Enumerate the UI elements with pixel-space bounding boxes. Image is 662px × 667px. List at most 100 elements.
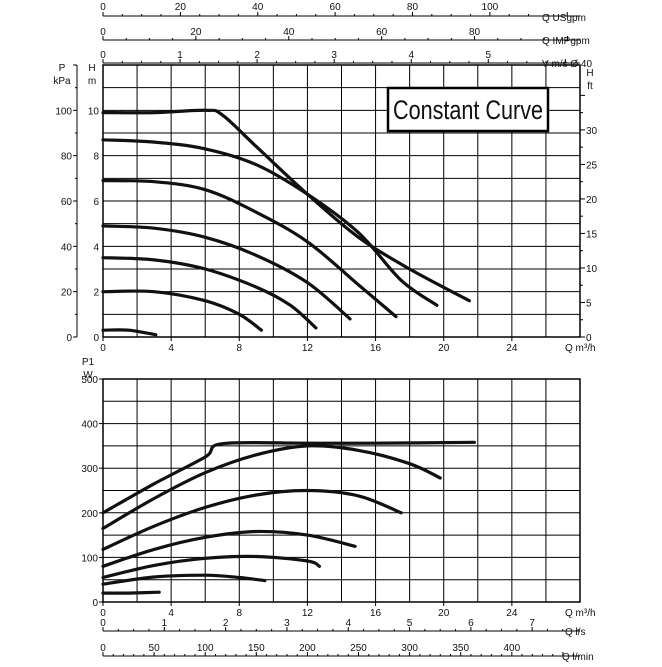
bottom-x-tick-label: 24 [506, 608, 518, 619]
power-axis-unit: W [83, 370, 93, 381]
top-x-tick-label: 12 [302, 343, 314, 354]
head-ft-tick-label: 5 [586, 298, 592, 309]
head-m-tick-label: 6 [93, 197, 99, 208]
bottom-aux-tick-label: 4 [345, 618, 351, 629]
power-tick-label: 200 [81, 509, 98, 520]
top-aux-tick-label: 20 [190, 27, 202, 38]
head-ft-tick-label: 20 [586, 195, 598, 206]
bottom-x-tick-label: 8 [237, 608, 243, 619]
pressure-tick-label: 80 [61, 152, 73, 163]
top-aux-tick-label: 3 [331, 50, 337, 61]
top-aux-tick-label: 80 [407, 2, 419, 13]
bottom-aux-tick-label: 150 [248, 643, 265, 654]
bottom-aux-tick-label: 0 [100, 643, 106, 654]
head-ft-tick-label: 0 [586, 333, 592, 344]
head-m-tick-label: 0 [93, 333, 99, 344]
head-ft-tick-label: 10 [586, 264, 598, 275]
top-x-tick-label: 8 [237, 343, 243, 354]
top-x-tick-label: 16 [370, 343, 382, 354]
bottom-aux-tick-label: 250 [350, 643, 367, 654]
head-ft-tick-label: 30 [586, 126, 598, 137]
top-aux-tick-label: 0 [100, 50, 106, 61]
bottom-aux-axis-label: Q l/s [565, 627, 586, 638]
top-x-tick-label: 4 [168, 343, 174, 354]
head-curves-plot: 0 4 8 12 16 20 24 Q m³/h0246810Hm020406080100Pk… [53, 2, 597, 354]
top-aux-tick-label: 2 [254, 50, 260, 61]
chart-title-box [386, 86, 550, 133]
head-curve-7 [101, 108, 471, 303]
head-m-tick-label: 8 [93, 152, 99, 163]
top-aux-tick-label: 0 [100, 27, 106, 38]
head-curve-2 [101, 289, 263, 332]
top-plot-frame [102, 64, 581, 338]
power-curve-6 [101, 444, 442, 530]
head-ft-axis-label: H [586, 68, 593, 79]
head-m-axis-label: H [88, 63, 95, 74]
top-aux-tick-label: 40 [283, 27, 295, 38]
power-curve-2 [101, 573, 267, 586]
top-aux-tick-label: 20 [175, 2, 187, 13]
power-curve-5 [101, 488, 403, 551]
head-curve-3 [101, 256, 318, 330]
top-aux-axis-label: Q USgpm [542, 13, 586, 24]
power-curve-4 [101, 529, 357, 568]
power-curve-3 [101, 554, 321, 580]
head-curve-5 [101, 179, 398, 319]
power-curve-1 [101, 590, 161, 595]
head-curve-4 [101, 224, 352, 321]
head-ft-tick-label: 25 [586, 160, 598, 171]
top-aux-tick-label: 60 [330, 2, 342, 13]
bottom-aux-tick-label: 200 [299, 643, 316, 654]
bottom-aux-tick-label: 7 [529, 618, 535, 629]
power-tick-label: 100 [81, 553, 98, 564]
bottom-x-axis-label: Q m³/h [565, 608, 596, 619]
top-aux-tick-label: 4 [408, 50, 414, 61]
pressure-tick-label: 40 [61, 242, 73, 253]
head-m-tick-label: 2 [93, 288, 99, 299]
top-aux-tick-label: 80 [469, 27, 481, 38]
bottom-x-tick-label: 16 [370, 608, 382, 619]
chart-title: Constant Curve [393, 95, 543, 125]
head-ft-tick-label: 15 [586, 229, 598, 240]
top-aux-tick-label: 1 [177, 50, 183, 61]
bottom-aux-tick-label: 350 [452, 643, 469, 654]
bottom-aux-tick-label: 50 [149, 643, 161, 654]
top-x-axis-label: Q m³/h [565, 343, 596, 354]
bottom-x-tick-label: 12 [302, 608, 314, 619]
bottom-plot-frame [102, 378, 581, 603]
chart-title-badge: Constant Curve [386, 86, 550, 133]
head-m-tick-label: 10 [88, 106, 100, 117]
top-aux-tick-label: 0 [100, 2, 106, 13]
head-m-axis-unit: m [88, 76, 96, 87]
bottom-aux-tick-label: 100 [197, 643, 214, 654]
head-curve-6 [101, 138, 439, 307]
pressure-axis-unit: kPa [53, 76, 71, 87]
bottom-aux-tick-label: 3 [284, 618, 290, 629]
top-aux-tick-label: 5 [486, 50, 492, 61]
pressure-tick-label: 100 [55, 106, 72, 117]
bottom-aux-axis-label: Q l/min [562, 652, 594, 662]
bottom-x-tick-label: 20 [438, 608, 450, 619]
bottom-aux-tick-label: 5 [407, 618, 413, 629]
top-x-tick-label: 20 [438, 343, 450, 354]
top-x-tick-label: 24 [506, 343, 518, 354]
bottom-aux-tick-label: 300 [401, 643, 418, 654]
pressure-tick-label: 20 [61, 288, 73, 299]
top-aux-tick-label: 60 [376, 27, 388, 38]
head-m-tick-label: 4 [93, 242, 99, 253]
bottom-aux-tick-label: 2 [223, 618, 229, 629]
power-curve-7 [101, 440, 476, 515]
top-aux-axis-label: Q IMPgpm [542, 36, 590, 47]
power-tick-label: 0 [92, 598, 98, 609]
top-x-tick-label: 0 [100, 343, 106, 354]
pressure-tick-label: 60 [61, 197, 73, 208]
power-tick-label: 300 [81, 464, 98, 475]
head-curve-1 [101, 328, 158, 337]
pressure-axis-label: P [59, 63, 66, 74]
power-tick-label: 500 [81, 375, 98, 386]
top-aux-tick-label: 40 [252, 2, 264, 13]
power-tick-label: 400 [81, 420, 98, 431]
